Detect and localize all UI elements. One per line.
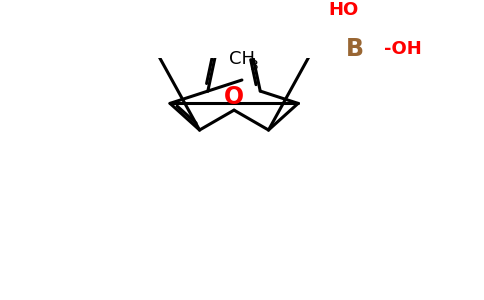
Text: HO: HO — [328, 1, 359, 19]
Text: O: O — [224, 85, 244, 109]
Text: B: B — [347, 38, 364, 62]
Text: -OH: -OH — [384, 40, 422, 58]
Text: 3: 3 — [249, 59, 258, 73]
Text: CH: CH — [229, 50, 255, 68]
